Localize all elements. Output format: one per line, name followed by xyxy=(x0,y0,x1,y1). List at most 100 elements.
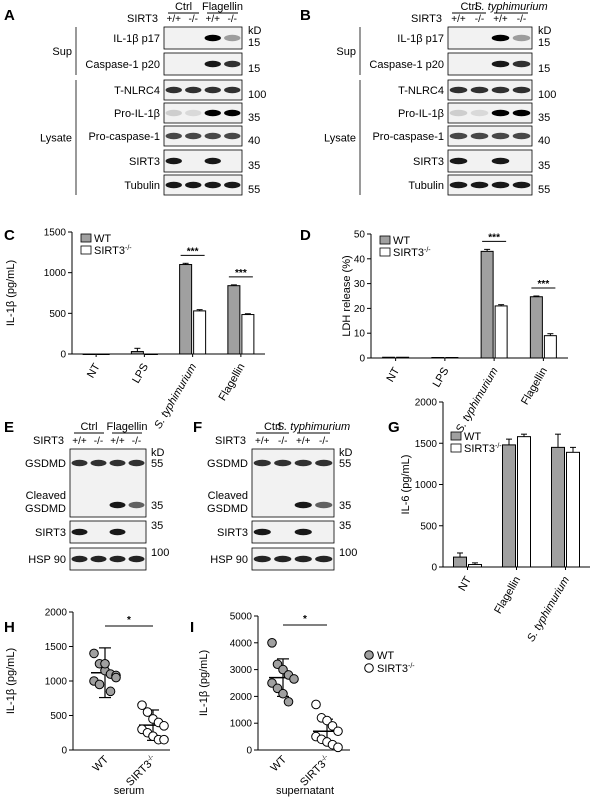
blot-strip xyxy=(163,174,243,196)
blot-strip xyxy=(163,79,243,101)
bar xyxy=(82,353,96,355)
blot-band xyxy=(90,459,107,467)
blot-strip xyxy=(251,520,335,544)
bar xyxy=(431,357,445,359)
panel-letter-g: G xyxy=(388,419,400,436)
section-label-sup: Sup xyxy=(52,46,72,58)
data-point xyxy=(278,688,288,699)
y-tick-label: 500 xyxy=(49,309,66,320)
y-tick-label: 0 xyxy=(60,350,66,361)
blot-band xyxy=(165,157,182,165)
genotype-2: +/+ xyxy=(110,436,125,447)
blot-band xyxy=(512,34,531,42)
y-tick-label: 4000 xyxy=(230,638,253,649)
kd-marker: 35 xyxy=(248,160,260,172)
blot-band xyxy=(165,86,182,94)
kd-marker: 35 xyxy=(151,500,163,512)
y-tick-label: 2000 xyxy=(230,692,253,703)
chart-D: 0 10 20 30 40 50 LDH release (%) NT LPS S. typhim… xyxy=(341,230,568,435)
band-label: Pro-caspase-1 xyxy=(372,131,444,143)
blot-band xyxy=(109,459,126,467)
blot-band xyxy=(71,459,88,467)
blot-band xyxy=(491,181,510,189)
blot-band xyxy=(224,132,241,140)
data-point xyxy=(333,742,343,753)
legend-label: SIRT3-/- xyxy=(393,247,431,259)
kd-marker: 40 xyxy=(248,135,260,147)
genotype-label: SIRT3 xyxy=(215,435,246,447)
bar xyxy=(566,451,580,568)
blot-band xyxy=(224,60,241,68)
genotype-3: -/- xyxy=(517,14,526,25)
panel-letter-c: C xyxy=(4,227,15,244)
data-point xyxy=(89,648,99,659)
blot-band xyxy=(165,109,182,117)
blot-band xyxy=(224,181,241,189)
x-tick-label: SIRT3-/- xyxy=(298,753,334,789)
legend-marker xyxy=(364,650,374,660)
genotype-2: +/+ xyxy=(296,436,311,447)
kd-marker: 100 xyxy=(248,89,266,101)
y-tick-label: 1500 xyxy=(44,228,67,239)
genotype-1: -/- xyxy=(94,436,103,447)
band-label: IL-1β p17 xyxy=(397,33,444,45)
y-axis-label: IL-1β (pg/mL) xyxy=(5,648,17,714)
kd-marker: 100 xyxy=(339,547,357,559)
bar xyxy=(445,357,459,359)
genotype-3: -/- xyxy=(132,436,141,447)
x-tick-label: NT xyxy=(456,574,474,593)
group-label-0: Ctrl xyxy=(460,1,477,13)
legend-swatch xyxy=(379,235,391,245)
blot-strip xyxy=(163,26,243,50)
kd-marker: 35 xyxy=(538,160,550,172)
band-label: IL-1β p17 xyxy=(113,33,160,45)
blot-strip xyxy=(69,520,147,544)
blot-band xyxy=(90,555,107,563)
blot-band xyxy=(512,132,531,140)
blot-band xyxy=(253,528,271,536)
blot-band xyxy=(294,528,312,536)
genotype-2: +/+ xyxy=(206,14,221,25)
band-label: GSDMD xyxy=(25,458,66,470)
blot-strip xyxy=(447,79,533,101)
x-tick-label: LPS xyxy=(431,366,452,390)
kd-marker: 15 xyxy=(538,63,550,75)
panel-letter-b: B xyxy=(300,7,311,24)
band-label: Cleaved xyxy=(208,490,248,502)
blot-strip xyxy=(447,125,533,147)
bar xyxy=(502,444,516,568)
band-label: SIRT3 xyxy=(413,156,444,168)
blot-band xyxy=(128,555,145,563)
band-label: SIRT3 xyxy=(129,156,160,168)
y-tick-label: 0 xyxy=(246,746,252,757)
y-tick-label: 1000 xyxy=(415,480,438,491)
genotype-0: +/+ xyxy=(72,436,87,447)
kd-marker: 100 xyxy=(538,89,556,101)
group-label-1: Flagellin xyxy=(202,1,243,13)
panel-letter-h: H xyxy=(4,619,15,636)
bar xyxy=(529,296,543,359)
kd-marker: 35 xyxy=(538,112,550,124)
band-label: Tubulin xyxy=(408,180,444,192)
y-tick-label: 1500 xyxy=(45,642,68,653)
band-label: Cleaved xyxy=(26,490,66,502)
blot-band xyxy=(449,86,468,94)
panel-letter-i: I xyxy=(190,619,194,636)
bar xyxy=(551,446,565,568)
blot-band xyxy=(491,109,510,117)
kd-marker: 55 xyxy=(538,184,550,196)
blot-band xyxy=(449,181,468,189)
bar xyxy=(382,356,396,359)
kd-label: kD xyxy=(151,447,165,459)
legend-swatch xyxy=(80,233,92,243)
blot-band xyxy=(128,459,145,467)
blot-strip xyxy=(163,102,243,124)
significance-stars: *** xyxy=(187,246,199,257)
blot-band xyxy=(491,132,510,140)
blot-band xyxy=(204,34,221,42)
